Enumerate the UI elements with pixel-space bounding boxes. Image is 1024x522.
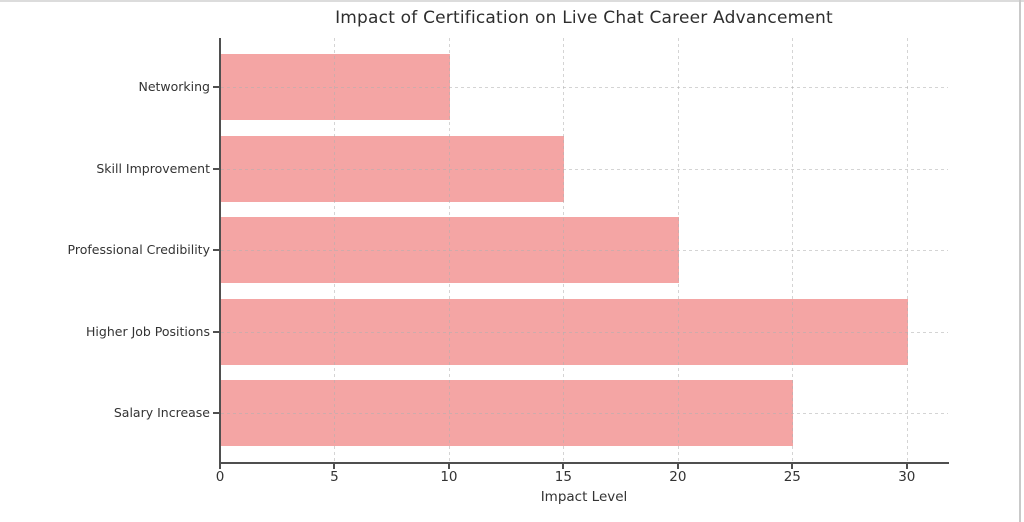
gridline-horizontal [221, 168, 948, 170]
gridline-horizontal [221, 87, 948, 88]
x-axis-label: Impact Level [540, 489, 628, 505]
y-tick-label: Salary Increase [113, 405, 210, 420]
x-tick-mark [333, 464, 336, 469]
y-tick-label: Skill Improvement [96, 160, 210, 176]
gridline-horizontal [221, 331, 948, 333]
x-tick-mark [791, 464, 794, 469]
y-axis-spine [219, 38, 221, 464]
x-tick-label: 30 [898, 469, 916, 485]
x-tick-label: 20 [669, 469, 687, 485]
y-tick-label: Professional Credibility [67, 242, 210, 257]
x-tick-label: 25 [783, 469, 801, 485]
y-tick-mark [213, 412, 219, 414]
x-tick-mark [562, 464, 565, 469]
gridline-vertical [906, 38, 908, 462]
gridline-vertical [448, 38, 450, 462]
gridline-horizontal [221, 250, 948, 251]
x-tick-label: 15 [554, 469, 572, 485]
gridline-vertical [334, 38, 336, 462]
y-tick-mark [213, 86, 219, 88]
y-tick-label: Higher Job Positions [86, 323, 210, 339]
x-axis-spine [219, 462, 949, 464]
gridline-vertical [677, 38, 679, 462]
y-tick-mark [213, 167, 219, 170]
gridline-vertical [563, 38, 565, 462]
x-tick-mark [219, 464, 221, 469]
gridline-horizontal [221, 413, 948, 414]
x-tick-mark [905, 464, 908, 469]
x-tick-label: 10 [440, 469, 458, 485]
x-tick-label: 5 [330, 469, 339, 485]
x-tick-mark [447, 464, 450, 469]
y-tick-mark [213, 249, 219, 251]
y-tick-mark [213, 330, 219, 333]
chart-title: Impact of Certification on Live Chat Car… [335, 8, 833, 28]
gridline-vertical [792, 38, 794, 462]
screenshot-top-edge [0, 0, 1024, 2]
y-tick-label: Networking [138, 79, 210, 94]
x-tick-mark [676, 464, 679, 469]
screenshot-right-edge [1019, 0, 1021, 522]
x-tick-label: 0 [215, 469, 225, 485]
